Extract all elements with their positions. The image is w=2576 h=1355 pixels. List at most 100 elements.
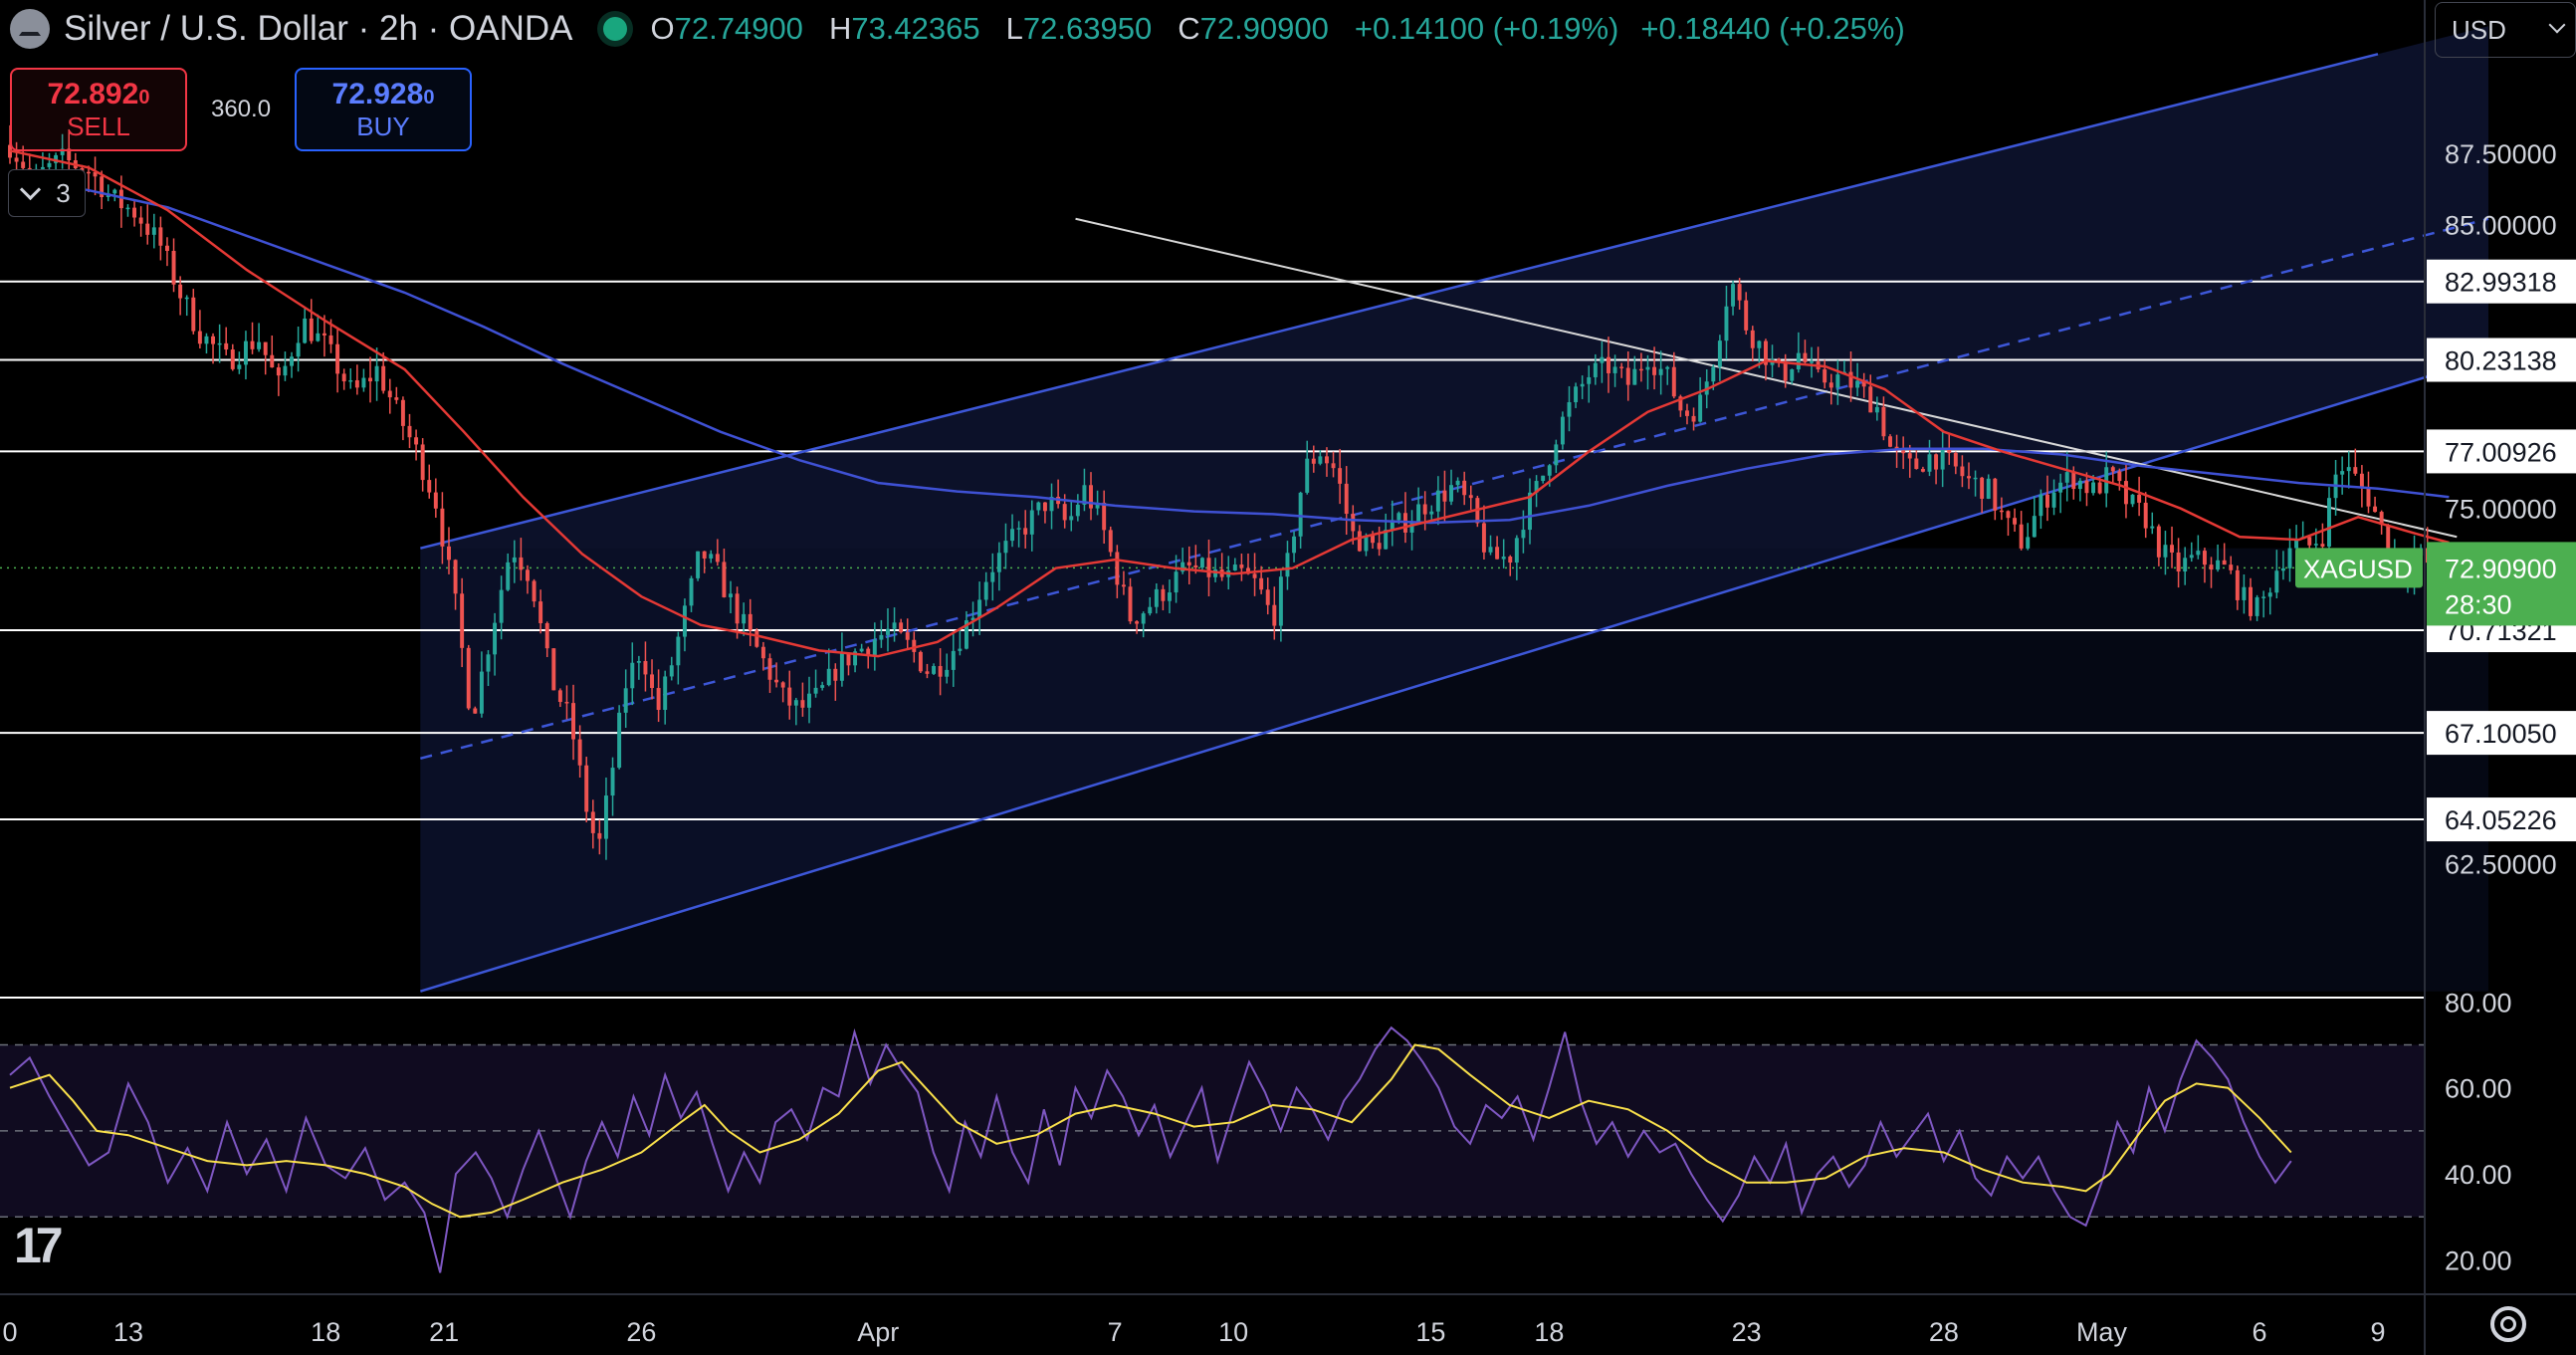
candle-body <box>833 668 838 681</box>
candle-body <box>932 665 937 674</box>
candle-body <box>2287 548 2292 568</box>
candle-body <box>617 712 622 769</box>
candle-body <box>427 480 432 493</box>
parallel-channel[interactable] <box>419 53 2489 993</box>
time-axis[interactable]: 0 13 18 21 26 Apr 7 10 15 18 23 28 May 6 9 <box>2 1317 2385 1347</box>
candle-body <box>1161 588 1166 601</box>
candle-body <box>1108 530 1113 553</box>
sell-price-pip: 0 <box>138 87 150 109</box>
candle-body <box>1580 383 1585 387</box>
candle-body <box>1181 562 1185 572</box>
candle-body <box>636 660 641 663</box>
candle-body <box>512 557 517 563</box>
candle-body <box>2274 570 2279 593</box>
level-price-tag <box>2427 429 2576 474</box>
candle-body <box>1377 543 1382 550</box>
candle-body <box>1665 366 1670 369</box>
candle-body <box>1717 340 1722 367</box>
candle-body <box>1757 340 1762 348</box>
price-tick-label: 75.00000 <box>2445 495 2557 525</box>
candle-body <box>2313 544 2318 546</box>
candle-body <box>1292 536 1297 554</box>
candle-body <box>964 620 968 649</box>
candle-body <box>204 336 209 344</box>
candle-body <box>1593 362 1598 377</box>
candle-body <box>977 599 982 618</box>
candle-body <box>1351 514 1356 532</box>
candle-body <box>420 444 425 481</box>
candle-body <box>257 341 262 349</box>
symbol-tag-label: XAGUSD <box>2303 554 2413 583</box>
candle-body <box>760 646 765 659</box>
candle-body <box>2235 569 2240 600</box>
candle-body <box>577 739 582 766</box>
candle-body <box>1429 511 1434 515</box>
candle-body <box>2196 551 2201 556</box>
rsi-ma-line <box>9 1043 2292 1219</box>
candle-body <box>1049 497 1054 512</box>
candle-body <box>557 690 562 703</box>
candle-body <box>1848 371 1853 388</box>
candle-body <box>112 189 117 194</box>
candle-body <box>1023 528 1028 535</box>
candle-body <box>1495 547 1500 560</box>
candle-body <box>610 768 615 796</box>
candle-body <box>2097 482 2102 494</box>
candle-body <box>1357 531 1362 552</box>
candle-body <box>938 665 943 677</box>
candle-body <box>676 636 681 666</box>
candle-body <box>1861 380 1866 387</box>
indicators-count: 3 <box>56 177 71 208</box>
symbol-title[interactable]: Silver / U.S. Dollar · 2h · OANDA <box>64 9 573 48</box>
candle-body <box>354 379 359 388</box>
candle-body <box>1075 504 1080 517</box>
ma-slow-line <box>9 174 2450 525</box>
candle-body <box>1102 502 1107 531</box>
candle-body <box>826 668 831 686</box>
candle-body <box>1796 352 1801 369</box>
candle-body <box>1684 410 1689 416</box>
candle-body <box>663 676 668 711</box>
candle-body <box>551 648 556 691</box>
candle-body <box>2176 552 2181 572</box>
candle-body <box>381 365 386 391</box>
candle-body <box>138 217 143 224</box>
tradingview-logo-icon[interactable]: 17 <box>14 1218 64 1273</box>
candle-body <box>2307 537 2312 546</box>
candle-body <box>1855 380 1860 388</box>
candle-body <box>2058 482 2063 493</box>
last-price-label: 72.90900 <box>2445 554 2557 583</box>
candle-body <box>100 176 105 197</box>
candle-body <box>2280 567 2285 571</box>
candle-body <box>2183 558 2188 572</box>
candle-body <box>1691 415 1696 422</box>
candle-body <box>1750 330 1755 348</box>
candle-body <box>40 166 45 169</box>
buy-button[interactable]: 72.9280 BUY <box>295 68 472 151</box>
level-price-tag <box>2427 711 2576 756</box>
sell-button[interactable]: 72.8920 SELL <box>10 68 187 151</box>
candle-body <box>1823 369 1827 383</box>
candle-body <box>2064 472 2069 483</box>
indicators-toggle-button[interactable]: 3 <box>8 169 86 217</box>
candle-body <box>2386 525 2391 555</box>
candle-body <box>951 650 956 670</box>
time-tick-label: May <box>2076 1317 2128 1347</box>
candle-body <box>729 593 733 597</box>
change-value: +0.14100 (+0.19%) <box>1354 11 1619 46</box>
candle-body <box>1422 504 1427 515</box>
gear-icon[interactable] <box>2490 1306 2526 1342</box>
price-tick-label: 62.50000 <box>2445 849 2557 879</box>
level-price-label: 77.00926 <box>2445 437 2557 467</box>
candle-body <box>722 562 727 597</box>
level-price-tag <box>2427 797 2576 842</box>
time-tick-label: 9 <box>2370 1317 2385 1347</box>
candle-body <box>682 605 687 637</box>
spread-value: 360.0 <box>211 96 272 122</box>
currency-select[interactable]: USD <box>2435 2 2576 58</box>
candle-body <box>1331 463 1336 469</box>
level-price-tag <box>2427 338 2576 382</box>
candle-body <box>2110 467 2115 472</box>
